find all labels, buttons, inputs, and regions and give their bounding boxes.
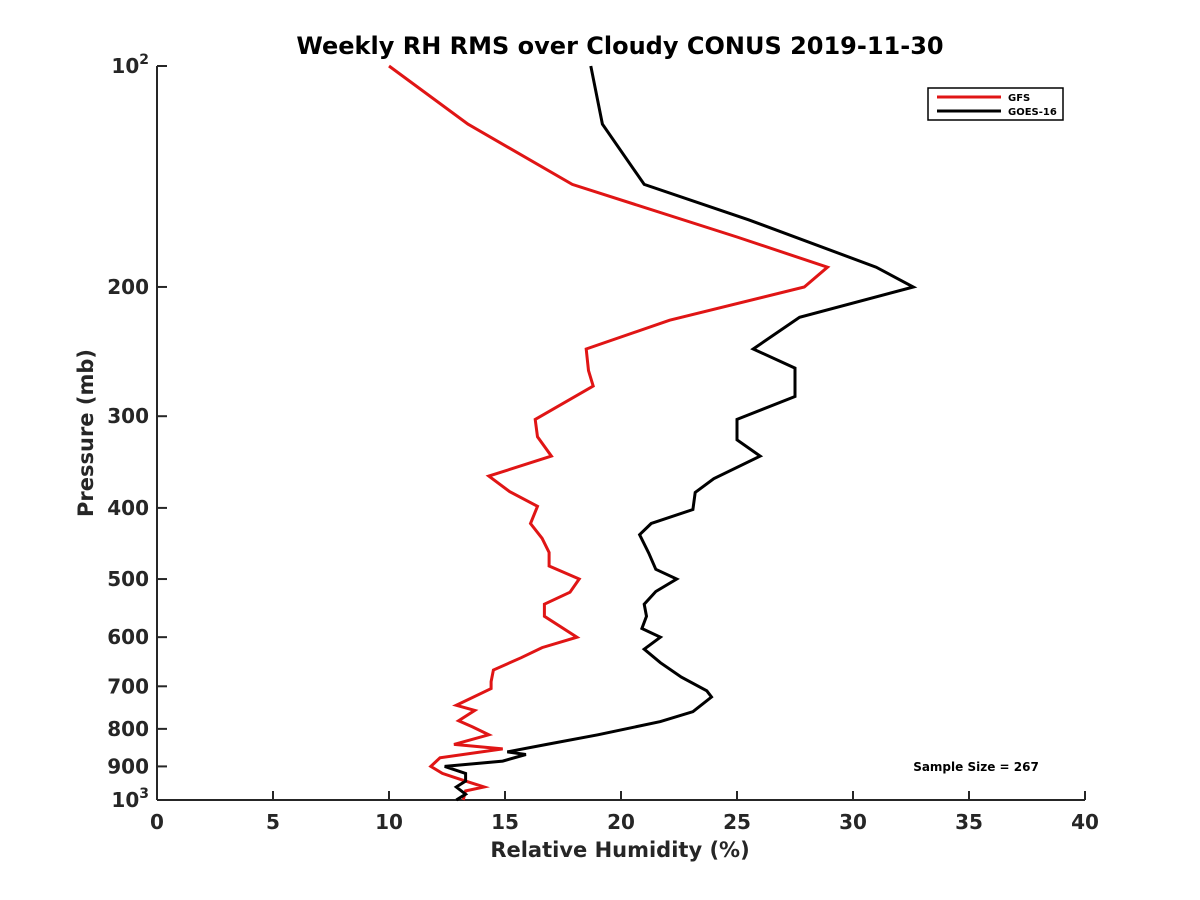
legend-label: GFS	[1008, 93, 1030, 104]
y-tick-label-exponent: 3	[139, 786, 149, 802]
series-line-goes-16	[444, 65, 918, 802]
y-tick-label: 500	[107, 567, 149, 591]
legend: GFS GOES-16	[927, 87, 1064, 121]
y-tick-label-base: 10	[111, 788, 139, 812]
x-tick-label: 25	[723, 810, 751, 834]
x-tick-label: 0	[150, 810, 164, 834]
x-tick-label: 35	[955, 810, 983, 834]
sample-size-annotation: Sample Size = 267	[913, 760, 1039, 774]
x-tick-label: 15	[491, 810, 519, 834]
y-tick-label: 200	[107, 275, 149, 299]
y-tick-label: 300	[107, 404, 149, 428]
legend-label: GOES-16	[1008, 107, 1057, 118]
legend-box	[927, 87, 1064, 121]
y-tick-label: 800	[107, 717, 149, 741]
y-tick-label: 103	[111, 786, 149, 812]
y-tick-label: 900	[107, 754, 149, 778]
x-tick-label: 5	[266, 810, 280, 834]
y-tick-label: 102	[111, 52, 149, 78]
series-lines	[388, 64, 918, 802]
y-tick-label: 700	[107, 674, 149, 698]
chart-title: Weekly RH RMS over Cloudy CONUS 2019-11-…	[296, 32, 943, 60]
x-tick-label: 30	[839, 810, 867, 834]
y-tick-label-exponent: 2	[139, 52, 149, 68]
y-tick-label: 400	[107, 496, 149, 520]
y-axis-label: Pressure (mb)	[74, 349, 98, 517]
x-tick-label: 20	[607, 810, 635, 834]
y-tick-label: 600	[107, 625, 149, 649]
x-axis-label: Relative Humidity (%)	[490, 838, 749, 862]
axes: 0 5 10 15 20 25 30 35 40102200300400500600700800…	[107, 52, 1099, 834]
y-tick-label-base: 10	[111, 54, 139, 78]
x-tick-label: 10	[375, 810, 403, 834]
series-line-gfs	[388, 64, 831, 801]
x-tick-label: 40	[1071, 810, 1099, 834]
